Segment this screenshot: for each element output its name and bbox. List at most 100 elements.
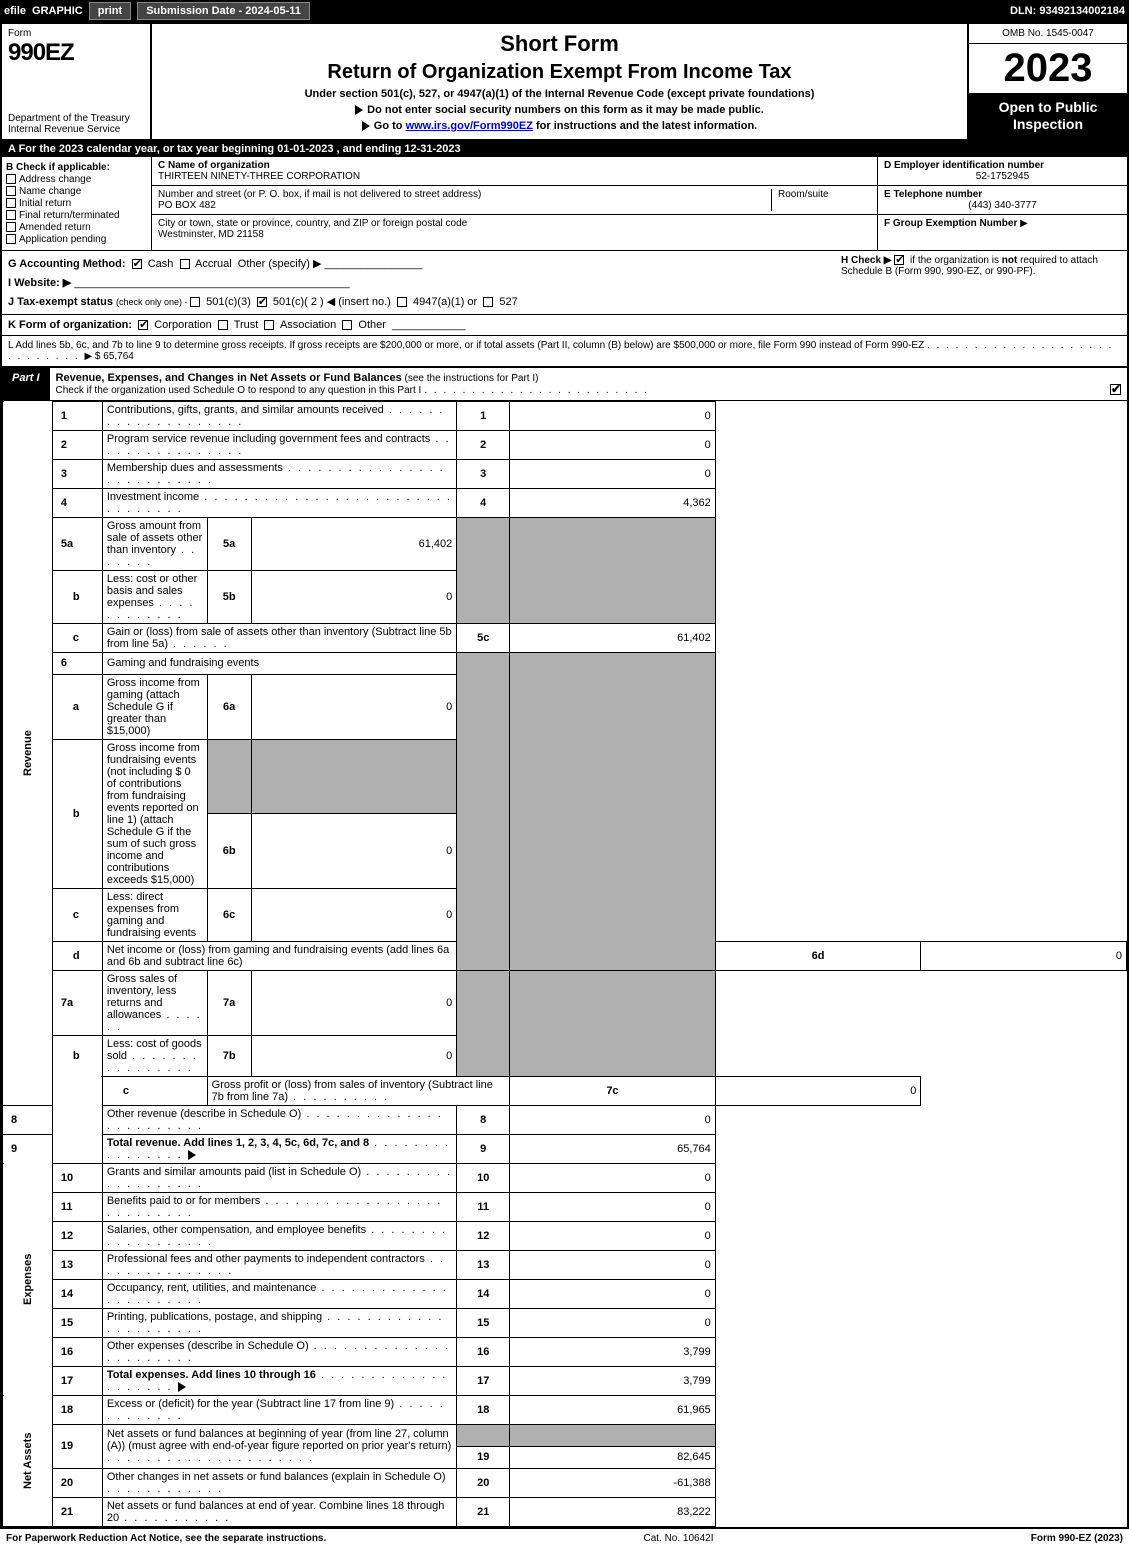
goto-line: Go to www.irs.gov/Form990EZ for instruct… xyxy=(160,120,959,132)
line-8-value: 0 xyxy=(510,1105,716,1134)
efile-label: efile xyxy=(4,5,26,17)
check-accrual[interactable] xyxy=(180,259,190,269)
line-13-value: 0 xyxy=(510,1250,716,1279)
checkbox-icon xyxy=(6,186,16,196)
check-501c3[interactable] xyxy=(190,297,200,307)
line-4-value: 4,362 xyxy=(510,488,716,517)
form-ref: Form 990-EZ (2023) xyxy=(1031,1533,1123,1544)
print-button[interactable]: print xyxy=(89,2,131,20)
title-block: Form 990EZ Department of the Treasury In… xyxy=(2,24,1127,141)
page-footer: For Paperwork Reduction Act Notice, see … xyxy=(0,1529,1129,1548)
column-b-checkboxes: B Check if applicable: Address change Na… xyxy=(2,157,152,250)
check-501c[interactable] xyxy=(257,297,267,307)
gross-receipts-value: $ 65,764 xyxy=(95,351,134,362)
return-title: Return of Organization Exempt From Incom… xyxy=(160,61,959,84)
line-10-value: 0 xyxy=(510,1163,716,1192)
open-to-public-box: Open to Public Inspection xyxy=(969,93,1127,139)
checkbox-icon xyxy=(6,198,16,208)
row-l-gross-receipts: L Add lines 5b, 6c, and 7b to line 9 to … xyxy=(2,336,1127,368)
check-final-return[interactable]: Final return/terminated xyxy=(6,210,147,221)
row-a-tax-year: A For the 2023 calendar year, or tax yea… xyxy=(2,141,1127,157)
revenue-side-label: Revenue xyxy=(3,401,53,1105)
part-1-header: Part I Revenue, Expenses, and Changes in… xyxy=(2,368,1127,401)
arrow-icon xyxy=(362,121,370,131)
line-6d-value: 0 xyxy=(921,941,1127,970)
street-value: PO BOX 482 xyxy=(158,200,771,211)
check-trust[interactable] xyxy=(218,320,228,330)
check-address-change[interactable]: Address change xyxy=(6,174,147,185)
department-text: Department of the Treasury Internal Reve… xyxy=(8,113,144,135)
org-name-value: THIRTEEN NINETY-THREE CORPORATION xyxy=(158,171,871,182)
website-line: I Website: ▶ ___________________________… xyxy=(8,276,1121,289)
check-cash[interactable] xyxy=(132,259,142,269)
line-7c-value: 0 xyxy=(715,1076,921,1105)
graphic-label: GRAPHIC xyxy=(32,5,83,17)
line-20-value: -61,388 xyxy=(510,1468,716,1497)
row-k-form-of-org: K Form of organization: Corporation Trus… xyxy=(2,315,1127,336)
dln-text: DLN: 93492134002184 xyxy=(1010,5,1125,17)
line-11-value: 0 xyxy=(510,1192,716,1221)
arrow-icon xyxy=(178,1382,186,1392)
line-1-value: 0 xyxy=(510,401,716,430)
line-5a-value: 61,402 xyxy=(251,517,457,570)
line-19-value: 82,645 xyxy=(510,1446,716,1468)
expenses-side-label: Expenses xyxy=(3,1163,53,1395)
row-g-h-i-j: G Accounting Method: Cash Accrual Other … xyxy=(2,251,1127,315)
part-1-table: Revenue 1 Contributions, gifts, grants, … xyxy=(2,401,1127,1527)
b-header: B Check if applicable: xyxy=(6,162,147,173)
submission-date-button[interactable]: Submission Date - 2024-05-11 xyxy=(137,2,310,20)
checkbox-icon xyxy=(6,210,16,220)
room-suite-label: Room/suite xyxy=(771,189,871,211)
city-cell: City or town, state or province, country… xyxy=(152,215,877,243)
checkbox-icon xyxy=(6,222,16,232)
checkbox-icon xyxy=(6,234,16,244)
irs-link[interactable]: www.irs.gov/Form990EZ xyxy=(406,120,533,132)
line-6c-value: 0 xyxy=(251,888,457,941)
net-assets-side-label: Net Assets xyxy=(3,1395,53,1526)
phone-value: (443) 340-3777 xyxy=(884,200,1121,211)
line-6b-value: 0 xyxy=(251,814,457,889)
part1-schedule-o-check[interactable] xyxy=(1110,384,1121,395)
check-corporation[interactable] xyxy=(138,320,148,330)
arrow-icon xyxy=(355,105,363,115)
short-form-title: Short Form xyxy=(160,31,959,57)
do-not-enter-line: Do not enter social security numbers on … xyxy=(160,104,959,116)
tax-exempt-status-line: J Tax-exempt status (check only one) - 5… xyxy=(8,295,1121,308)
line-5b-value: 0 xyxy=(251,570,457,623)
omb-number: OMB No. 1545-0047 xyxy=(969,24,1127,44)
form-number: 990EZ xyxy=(8,39,144,67)
line-2-value: 0 xyxy=(510,430,716,459)
line-17-value: 3,799 xyxy=(510,1366,716,1395)
checkbox-icon xyxy=(6,174,16,184)
form-word: Form xyxy=(8,28,144,39)
check-other[interactable] xyxy=(342,320,352,330)
line-6a-value: 0 xyxy=(251,674,457,739)
check-association[interactable] xyxy=(264,320,274,330)
paperwork-notice: For Paperwork Reduction Act Notice, see … xyxy=(6,1533,326,1544)
phone-cell: E Telephone number (443) 340-3777 xyxy=(878,186,1127,215)
check-4947[interactable] xyxy=(397,297,407,307)
check-schedule-b[interactable] xyxy=(894,255,904,265)
check-name-change[interactable]: Name change xyxy=(6,186,147,197)
line-15-value: 0 xyxy=(510,1308,716,1337)
check-527[interactable] xyxy=(483,297,493,307)
under-section-text: Under section 501(c), 527, or 4947(a)(1)… xyxy=(160,88,959,100)
line-14-value: 0 xyxy=(510,1279,716,1308)
line-12-value: 0 xyxy=(510,1221,716,1250)
part-1-title: Revenue, Expenses, and Changes in Net As… xyxy=(50,368,1127,400)
group-exemption-cell: F Group Exemption Number ▶ xyxy=(878,215,1127,232)
title-center: Short Form Return of Organization Exempt… xyxy=(152,24,967,139)
street-cell: Number and street (or P. O. box, if mail… xyxy=(152,186,877,215)
tax-year: 2023 xyxy=(969,44,1127,93)
schedule-b-note: H Check ▶ if the organization is not req… xyxy=(841,255,1121,277)
check-amended-return[interactable]: Amended return xyxy=(6,222,147,233)
arrow-icon xyxy=(188,1150,196,1160)
line-3-value: 0 xyxy=(510,459,716,488)
column-c-org-info: C Name of organization THIRTEEN NINETY-T… xyxy=(152,157,877,250)
line-7a-value: 0 xyxy=(251,970,457,1035)
cat-number: Cat. No. 10642I xyxy=(326,1533,1030,1544)
check-initial-return[interactable]: Initial return xyxy=(6,198,147,209)
top-black-bar: efile GRAPHIC print Submission Date - 20… xyxy=(0,0,1129,22)
part-1-tab: Part I xyxy=(2,368,50,400)
check-application-pending[interactable]: Application pending xyxy=(6,234,147,245)
